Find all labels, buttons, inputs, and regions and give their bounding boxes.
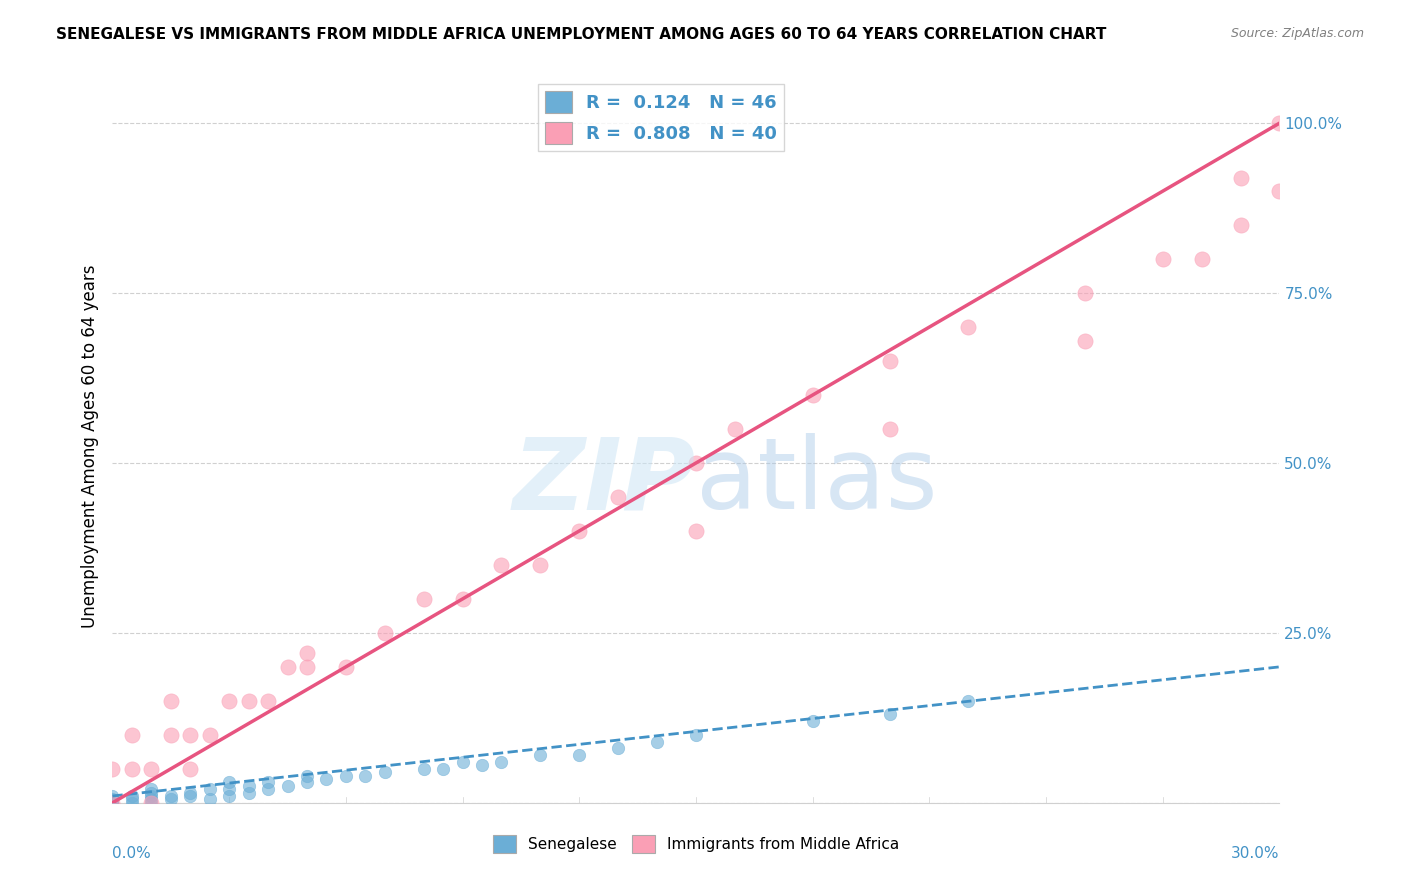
- Point: [801, 388, 824, 402]
- Point: [491, 755, 513, 769]
- Point: [645, 734, 668, 748]
- Point: [491, 558, 513, 572]
- Point: [179, 786, 201, 800]
- Point: [685, 524, 707, 538]
- Point: [257, 694, 280, 708]
- Point: [1229, 218, 1251, 232]
- Point: [529, 558, 551, 572]
- Point: [218, 775, 240, 789]
- Point: [101, 796, 124, 810]
- Point: [451, 591, 474, 606]
- Point: [101, 792, 124, 806]
- Point: [218, 782, 240, 797]
- Point: [276, 779, 298, 793]
- Point: [412, 591, 434, 606]
- Point: [315, 772, 337, 786]
- Point: [1074, 334, 1097, 348]
- Point: [198, 782, 221, 797]
- Point: [957, 694, 980, 708]
- Point: [451, 755, 474, 769]
- Point: [179, 789, 201, 803]
- Point: [141, 782, 163, 797]
- Text: 0.0%: 0.0%: [112, 846, 152, 861]
- Y-axis label: Unemployment Among Ages 60 to 64 years: Unemployment Among Ages 60 to 64 years: [80, 264, 98, 628]
- Point: [141, 786, 163, 800]
- Point: [568, 524, 591, 538]
- Point: [1229, 170, 1251, 185]
- Point: [432, 762, 454, 776]
- Point: [412, 762, 434, 776]
- Point: [1268, 116, 1291, 130]
- Point: [957, 320, 980, 334]
- Point: [101, 796, 124, 810]
- Point: [568, 748, 591, 763]
- Point: [529, 748, 551, 763]
- Point: [724, 422, 747, 436]
- Point: [335, 660, 357, 674]
- Point: [238, 694, 260, 708]
- Point: [141, 789, 163, 803]
- Point: [121, 796, 143, 810]
- Point: [295, 769, 318, 783]
- Point: [160, 789, 183, 803]
- Point: [160, 694, 183, 708]
- Point: [238, 779, 260, 793]
- Point: [101, 789, 124, 803]
- Point: [879, 354, 901, 368]
- Point: [121, 728, 143, 742]
- Point: [121, 792, 143, 806]
- Point: [1268, 184, 1291, 198]
- Point: [257, 775, 280, 789]
- Point: [685, 456, 707, 470]
- Point: [801, 714, 824, 729]
- Point: [1191, 252, 1213, 266]
- Point: [354, 769, 377, 783]
- Point: [374, 765, 396, 780]
- Point: [335, 769, 357, 783]
- Point: [198, 792, 221, 806]
- Point: [276, 660, 298, 674]
- Point: [295, 646, 318, 660]
- Point: [160, 728, 183, 742]
- Point: [1152, 252, 1174, 266]
- Point: [179, 728, 201, 742]
- Point: [879, 707, 901, 722]
- Text: SENEGALESE VS IMMIGRANTS FROM MIDDLE AFRICA UNEMPLOYMENT AMONG AGES 60 TO 64 YEA: SENEGALESE VS IMMIGRANTS FROM MIDDLE AFR…: [56, 27, 1107, 42]
- Point: [101, 796, 124, 810]
- Point: [607, 741, 630, 756]
- Point: [141, 792, 163, 806]
- Point: [257, 782, 280, 797]
- Text: atlas: atlas: [696, 434, 938, 530]
- Point: [607, 490, 630, 504]
- Point: [685, 728, 707, 742]
- Point: [141, 762, 163, 776]
- Point: [101, 796, 124, 810]
- Point: [295, 775, 318, 789]
- Point: [218, 789, 240, 803]
- Point: [101, 762, 124, 776]
- Point: [295, 660, 318, 674]
- Text: ZIP: ZIP: [513, 434, 696, 530]
- Point: [374, 626, 396, 640]
- Point: [121, 762, 143, 776]
- Point: [198, 728, 221, 742]
- Text: 30.0%: 30.0%: [1232, 846, 1279, 861]
- Point: [471, 758, 494, 772]
- Point: [218, 694, 240, 708]
- Point: [179, 762, 201, 776]
- Point: [879, 422, 901, 436]
- Point: [160, 792, 183, 806]
- Legend: Senegalese, Immigrants from Middle Africa: Senegalese, Immigrants from Middle Afric…: [486, 829, 905, 859]
- Point: [141, 796, 163, 810]
- Point: [121, 789, 143, 803]
- Point: [141, 796, 163, 810]
- Point: [238, 786, 260, 800]
- Point: [1074, 286, 1097, 301]
- Text: Source: ZipAtlas.com: Source: ZipAtlas.com: [1230, 27, 1364, 40]
